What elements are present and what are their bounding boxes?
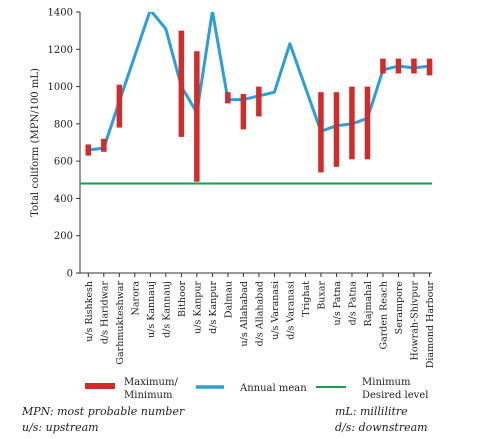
max-min-bar [178,30,185,137]
max-min-bar [85,144,91,156]
legend-maxmin-label-2: Minimum [124,390,173,401]
footnote-ds: d/s: downstream [335,421,428,434]
x-tick-label: Serampore [394,281,405,335]
max-min-bar [318,92,324,173]
x-tick-label: Dalmau [223,281,234,318]
x-tick-label: Garhmukteshwar [115,281,126,365]
y-tick-label: 800 [54,119,73,130]
legend-maxmin-swatch [85,383,115,389]
legend: Maximum/ Minimum Annual mean Minimum Des… [85,377,428,401]
x-axis: u/s Rishkesh d/s Haridwar Garhmukteshwar Na… [80,272,436,369]
x-tick-label: Buxar [316,281,327,310]
y-tick-label: 1200 [48,45,73,56]
x-tick-label: Diamond Harbour [425,281,436,369]
y-axis: 0 200 400 600 800 1000 1200 1400 [48,8,81,280]
max-min-bar [194,51,200,182]
x-tick-label: u/s Patna [332,281,343,326]
max-min-bar [101,138,107,152]
y-tick-label: 200 [54,231,73,242]
max-min-bar [364,86,371,160]
x-tick-label: Howrah-Shivpur [409,281,420,361]
max-min-bar [256,86,262,117]
annual-mean-line [88,12,430,152]
legend-desired-label-2: Desired level [362,390,428,401]
max-min-bar [116,84,123,128]
x-tick-label: d/s Allahabad [254,281,265,346]
x-tick-label: Bithoor [177,281,188,317]
max-min-bar [411,58,417,74]
x-tick-label: Narora [130,281,141,316]
max-min-bar [333,92,340,167]
max-min-bar [380,58,386,74]
y-tick-label: 0 [67,269,73,280]
footnote-mpn: MPN: most probable number [22,405,185,418]
x-tick-label: u/s Varanasi [270,281,281,340]
legend-maxmin-label-1: Maximum/ [124,377,178,388]
max-min-bar [240,94,247,130]
x-tick-label: u/s Allahabad [239,281,250,346]
x-tick-label: d/s Kanpur [208,281,219,334]
y-tick-label: 1000 [48,82,73,93]
x-tick-label: d/s Patna [347,281,358,326]
x-tick-label: d/s Varanasi [285,281,296,340]
y-tick-label: 1400 [48,8,73,19]
x-tick-label: d/s Haridwar [99,281,110,345]
x-tick-label: u/s Rishkesh [84,281,95,342]
max-min-series [85,30,433,182]
y-tick-label: 600 [54,157,73,168]
y-tick-label: 400 [54,194,73,205]
footnote-ml: mL: millilitre [335,405,408,418]
max-min-bar [426,58,433,76]
max-min-bar [225,92,231,104]
x-tick-label: u/s Kannauj [146,281,157,338]
x-tick-label: d/s Kannauj [161,281,172,338]
max-min-bar [349,86,355,160]
max-min-bar [395,58,402,74]
legend-mean-label: Annual mean [239,383,307,394]
x-tick-label: Rajmahal [363,281,374,326]
annual-mean-series [88,12,430,152]
x-tick-label: Trighat [301,281,312,317]
x-tick-label: u/s Kanpur [192,281,203,334]
legend-desired-label-1: Minimum [362,377,411,388]
footnote-us: u/s: upstream [22,421,99,434]
x-tick-label: Garden Reach [378,281,389,350]
y-axis-title: Total coliform (MPN/100 mL) [30,68,41,217]
